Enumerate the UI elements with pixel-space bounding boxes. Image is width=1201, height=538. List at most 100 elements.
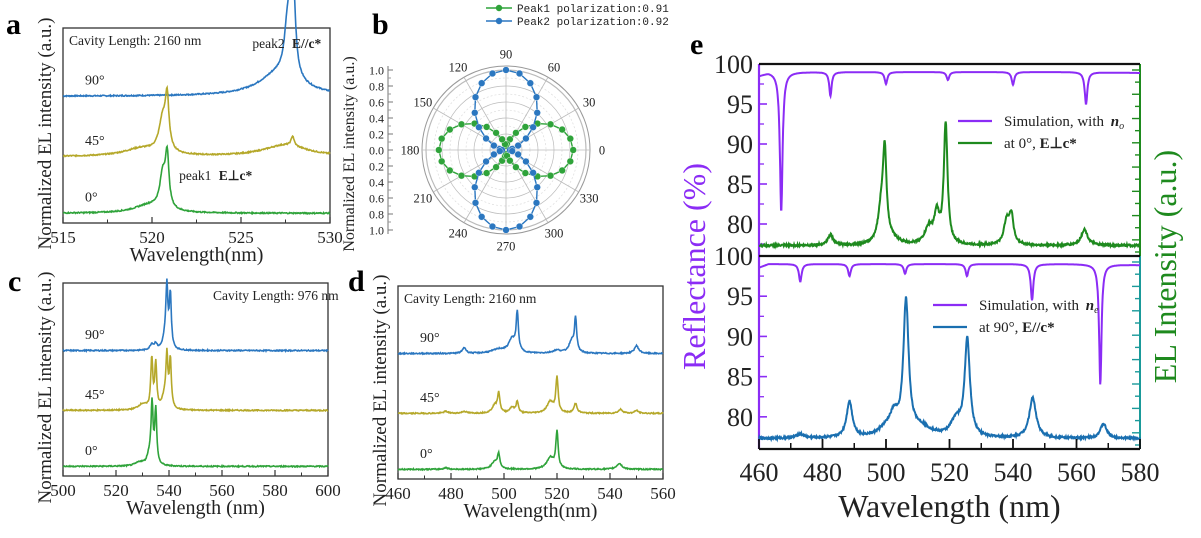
angle-tick-label: 240 [449, 227, 468, 241]
legend-label: at 90°, E//c* [979, 320, 1055, 336]
x-tick-label: 525 [228, 228, 254, 247]
x-tick-label: 540 [597, 484, 623, 503]
angle-tick-label: 30 [583, 96, 596, 110]
x-tick-label: 580 [262, 481, 288, 500]
x-tick-label: 460 [385, 484, 411, 503]
polar-data-point [492, 163, 500, 171]
radial-tick-label: 1.0 [369, 64, 384, 78]
polar-data-point [566, 135, 574, 143]
legend-text: Simulation, with [979, 298, 1083, 314]
refractive-index-symbol: n [1111, 114, 1119, 130]
x-tick-label: 540 [994, 458, 1033, 487]
legend-marker [495, 17, 503, 25]
y-axis-label: Normalized EL intensity (a.u.) [35, 18, 56, 250]
angle-tick-label: 150 [413, 96, 432, 110]
angle-tick-label: 330 [580, 192, 599, 206]
x-tick-label: 460 [740, 458, 779, 487]
reflectance-line [758, 263, 1140, 385]
polar-data-point [446, 125, 454, 134]
x-tick-label: 540 [156, 481, 182, 500]
x-axis-label: Wavelength (nm) [838, 488, 1060, 524]
peak-name: peak1 [179, 168, 215, 183]
panel-label-c: c [8, 265, 21, 298]
series-angle-label: 90° [85, 74, 105, 89]
polar-data-point [446, 166, 454, 175]
polar-data-point [546, 120, 555, 128]
radial-tick-label: 0.6 [369, 96, 384, 110]
polar-data-point [512, 129, 520, 137]
polar-data-point [471, 109, 479, 117]
series-angle-label: 90° [85, 328, 105, 343]
legend-label: Simulation, with ne [979, 298, 1099, 316]
series-angle-label: 0° [85, 191, 98, 206]
series-angle-label: 90° [420, 331, 440, 346]
polarization-label: E⊥c* [1040, 136, 1077, 152]
radial-tick-label: 0.2 [369, 128, 384, 142]
x-tick-label: 520 [139, 228, 165, 247]
peak-label: peak2 E//c* [252, 36, 321, 51]
x-tick-label: 500 [867, 458, 906, 487]
y-tick-label: 100 [714, 50, 753, 79]
radial-tick-label: 0.0 [369, 144, 384, 158]
polar-data-point [532, 199, 541, 207]
x-tick-label: 530 [317, 228, 343, 247]
peak-polarization: E//c* [292, 36, 321, 51]
reflectance-line [758, 71, 1140, 211]
angle-tick-label: 120 [449, 60, 468, 74]
series-angle-label: 45° [85, 134, 105, 149]
x-tick-label: 560 [650, 484, 676, 503]
polar-data-point [522, 134, 530, 143]
x-tick-label: 515 [50, 228, 76, 247]
panel-c-chart: 500 520 540 560 580 600 Wavelength (nm) Normali… [35, 272, 341, 519]
series-line-0 [62, 278, 329, 354]
series-line-1 [62, 84, 331, 158]
y-tick-label: 100 [714, 242, 753, 271]
cavity-length-annotation: Cavity Length: 2160 nm [69, 33, 202, 48]
peak-name: peak2 [252, 36, 288, 51]
polar-data-point [478, 79, 486, 87]
polar-data-point [457, 172, 466, 180]
polar-data-point [515, 69, 524, 78]
plot-frame [62, 282, 329, 477]
polar-data-point [478, 213, 486, 221]
polar-data-point [438, 157, 446, 165]
refractive-index-symbol: n [1086, 298, 1094, 314]
series-line-2 [62, 144, 331, 216]
polar-data-point [483, 169, 491, 177]
plot-frame [62, 27, 331, 224]
polar-data-point [488, 69, 497, 78]
legend-marker [495, 4, 503, 12]
cavity-length-annotation: Cavity Length: 2160 nm [404, 291, 537, 306]
polar-data-point [526, 79, 534, 87]
x-tick-label: 520 [930, 458, 969, 487]
angle-tick-label: 90 [500, 48, 513, 62]
polar-data-point [558, 166, 566, 175]
panel-d-chart: 460 480 500 520 540 560 Wavelength(nm) Normaliz… [370, 275, 676, 522]
peak-label: peak1 E⊥c* [179, 168, 252, 183]
polar-data-point [502, 66, 510, 74]
polar-data-point [512, 163, 520, 171]
right-axis-label: EL Intensity (a.u.) [1147, 150, 1183, 383]
polar-data-point [569, 146, 577, 154]
y-axis-label: Normalized EL intensity (a.u.) [370, 275, 391, 507]
x-tick-label: 520 [103, 481, 129, 500]
radial-tick-label: 0.2 [369, 160, 384, 174]
y-axis-label: Normalized EL intensity (a.u.) [35, 272, 56, 504]
polar-data-point [492, 129, 500, 137]
x-tick-label: 580 [1121, 458, 1160, 487]
x-axis-label: Wavelength (nm) [126, 497, 265, 519]
x-tick-label: 500 [50, 481, 76, 500]
polar-data-point [482, 134, 490, 143]
polar-data-point [435, 146, 443, 154]
x-tick-label: 560 [209, 481, 235, 500]
series-angle-label: 45° [420, 391, 440, 406]
polar-data-point [502, 226, 510, 234]
legend-label: at 0°, E⊥c* [1004, 136, 1077, 152]
x-axis-label: Wavelength(nm) [130, 244, 264, 266]
polar-data-point [508, 147, 516, 155]
radial-tick-label: 0.8 [369, 208, 384, 222]
x-tick-label: 500 [491, 484, 517, 503]
x-tick-label: 480 [438, 484, 464, 503]
peak-polarization: E⊥c* [219, 168, 253, 183]
